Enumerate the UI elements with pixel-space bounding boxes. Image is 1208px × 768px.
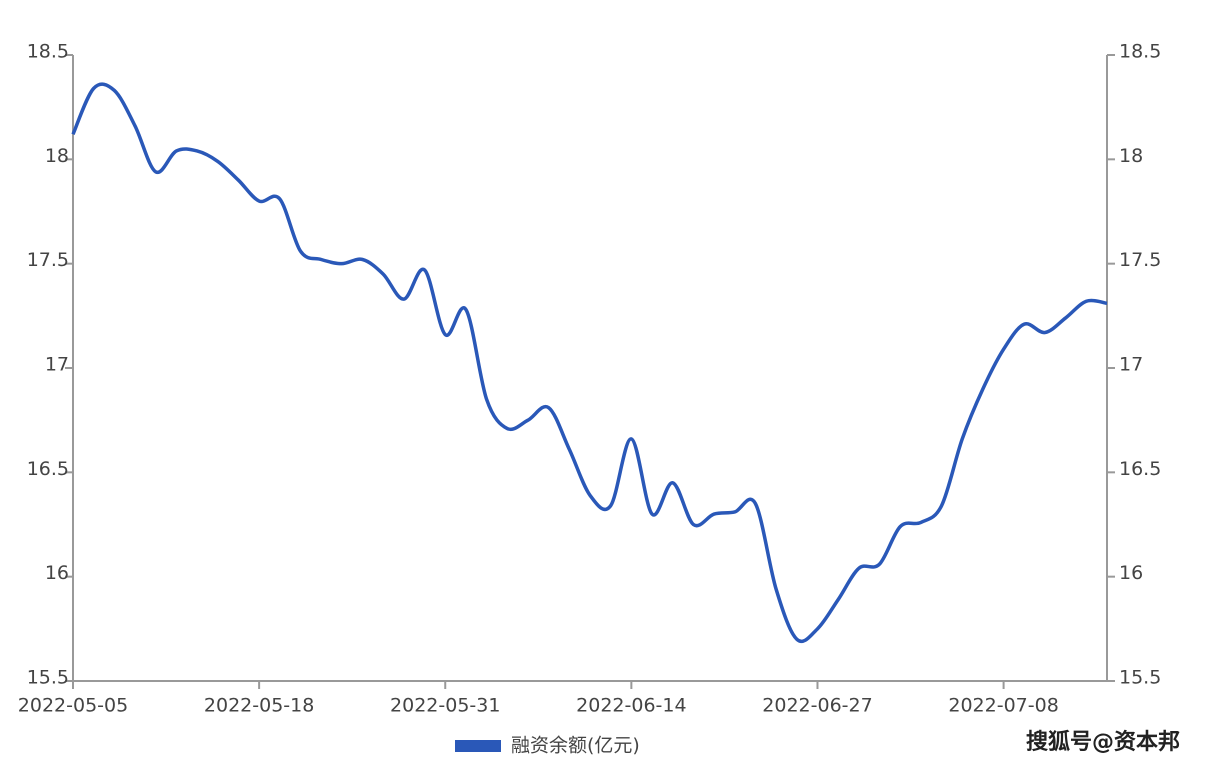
x-tick-label: 2022-06-27 — [762, 695, 872, 717]
y2-tick-label: 16.5 — [1119, 458, 1161, 480]
watermark: 搜狐号@资本邦 — [1026, 729, 1180, 755]
y-tick-label: 18 — [45, 145, 69, 167]
y2-tick-label: 17.5 — [1119, 249, 1161, 271]
x-tick-label: 2022-07-08 — [948, 695, 1058, 717]
x-tick-label: 2022-05-05 — [18, 695, 128, 717]
y-tick-label: 16 — [45, 562, 69, 584]
x-tick-label: 2022-05-18 — [204, 695, 314, 717]
x-tick-label: 2022-05-31 — [390, 695, 500, 717]
y-tick-label: 17.5 — [27, 249, 69, 271]
y2-tick-label: 15.5 — [1119, 667, 1161, 689]
y2-tick-label: 17 — [1119, 354, 1143, 376]
y-tick-label: 15.5 — [27, 667, 69, 689]
y2-tick-label: 18 — [1119, 145, 1143, 167]
legend-swatch — [455, 740, 501, 752]
line — [71, 82, 1108, 644]
legend-label: 融资余额(亿元) — [511, 735, 640, 757]
y-tick-label: 16.5 — [27, 458, 69, 480]
y-tick-label: 18.5 — [27, 41, 69, 63]
y-tick-label: 17 — [45, 354, 69, 376]
y2-tick-label: 18.5 — [1119, 41, 1161, 63]
y2-tick-label: 16 — [1119, 562, 1143, 584]
x-tick-label: 2022-06-14 — [576, 695, 686, 717]
